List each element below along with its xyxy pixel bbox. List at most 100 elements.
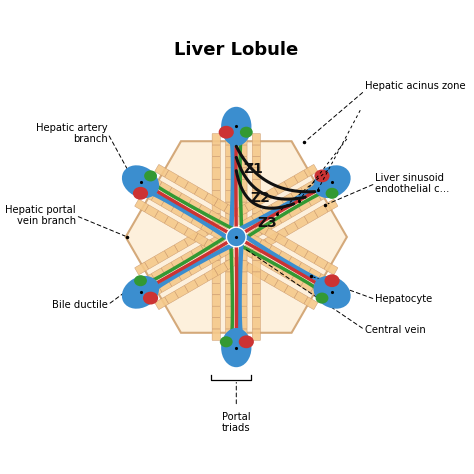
FancyBboxPatch shape	[301, 280, 315, 292]
FancyBboxPatch shape	[226, 202, 234, 213]
FancyBboxPatch shape	[264, 187, 278, 200]
FancyBboxPatch shape	[226, 283, 234, 295]
FancyBboxPatch shape	[224, 204, 237, 217]
FancyBboxPatch shape	[161, 199, 175, 211]
FancyBboxPatch shape	[251, 251, 265, 264]
FancyBboxPatch shape	[252, 156, 260, 168]
FancyBboxPatch shape	[226, 156, 234, 168]
Ellipse shape	[313, 165, 351, 198]
FancyBboxPatch shape	[271, 199, 285, 211]
FancyBboxPatch shape	[252, 283, 260, 295]
Ellipse shape	[316, 292, 328, 304]
FancyBboxPatch shape	[171, 257, 185, 269]
FancyBboxPatch shape	[204, 239, 218, 252]
FancyBboxPatch shape	[174, 239, 188, 252]
FancyBboxPatch shape	[304, 251, 318, 264]
FancyBboxPatch shape	[252, 295, 260, 306]
Text: Z1: Z1	[244, 162, 263, 176]
FancyBboxPatch shape	[304, 297, 318, 310]
Text: Portal
triads: Portal triads	[222, 412, 251, 433]
FancyBboxPatch shape	[141, 188, 155, 200]
FancyBboxPatch shape	[235, 257, 248, 270]
FancyBboxPatch shape	[178, 193, 191, 206]
FancyBboxPatch shape	[194, 274, 208, 287]
FancyBboxPatch shape	[291, 274, 305, 286]
FancyBboxPatch shape	[188, 199, 201, 211]
FancyBboxPatch shape	[181, 210, 195, 223]
FancyBboxPatch shape	[212, 145, 220, 156]
FancyBboxPatch shape	[252, 318, 260, 329]
Ellipse shape	[219, 126, 234, 138]
FancyBboxPatch shape	[226, 145, 234, 156]
FancyBboxPatch shape	[258, 222, 272, 235]
FancyBboxPatch shape	[191, 246, 205, 258]
FancyBboxPatch shape	[242, 216, 255, 228]
Text: Hepatocyte: Hepatocyte	[375, 294, 433, 304]
FancyBboxPatch shape	[174, 176, 188, 188]
FancyBboxPatch shape	[212, 261, 220, 272]
FancyBboxPatch shape	[212, 295, 220, 306]
Ellipse shape	[133, 187, 148, 200]
FancyBboxPatch shape	[265, 234, 278, 246]
FancyBboxPatch shape	[239, 156, 247, 168]
FancyBboxPatch shape	[226, 261, 234, 272]
Text: Hepatic portal
vein branch: Hepatic portal vein branch	[5, 205, 76, 227]
FancyBboxPatch shape	[261, 257, 275, 269]
FancyBboxPatch shape	[271, 263, 285, 275]
FancyBboxPatch shape	[252, 261, 260, 272]
Circle shape	[227, 227, 246, 247]
FancyBboxPatch shape	[265, 228, 278, 240]
FancyBboxPatch shape	[281, 268, 295, 281]
FancyBboxPatch shape	[224, 257, 237, 270]
FancyBboxPatch shape	[275, 228, 288, 240]
FancyBboxPatch shape	[188, 263, 201, 275]
FancyBboxPatch shape	[226, 168, 234, 179]
Ellipse shape	[239, 336, 254, 348]
FancyBboxPatch shape	[212, 249, 220, 261]
FancyBboxPatch shape	[239, 168, 247, 179]
FancyBboxPatch shape	[171, 205, 185, 217]
Ellipse shape	[221, 107, 251, 146]
FancyBboxPatch shape	[242, 246, 255, 258]
FancyBboxPatch shape	[308, 193, 321, 206]
FancyBboxPatch shape	[212, 134, 220, 145]
FancyBboxPatch shape	[161, 263, 175, 275]
FancyBboxPatch shape	[239, 202, 247, 213]
FancyBboxPatch shape	[226, 318, 234, 329]
FancyBboxPatch shape	[151, 268, 165, 281]
FancyBboxPatch shape	[304, 210, 318, 223]
FancyBboxPatch shape	[239, 295, 247, 306]
FancyBboxPatch shape	[239, 329, 247, 340]
FancyBboxPatch shape	[226, 179, 234, 191]
Text: Hepatic acinus zone: Hepatic acinus zone	[365, 81, 465, 91]
Text: Liver Lobule: Liver Lobule	[174, 41, 299, 59]
FancyBboxPatch shape	[194, 228, 208, 240]
FancyBboxPatch shape	[274, 280, 288, 292]
FancyBboxPatch shape	[210, 234, 224, 246]
FancyBboxPatch shape	[135, 199, 148, 212]
FancyBboxPatch shape	[239, 283, 247, 295]
FancyBboxPatch shape	[255, 193, 268, 206]
FancyBboxPatch shape	[191, 216, 205, 228]
FancyBboxPatch shape	[164, 217, 178, 229]
FancyBboxPatch shape	[291, 188, 305, 200]
Text: Z2: Z2	[251, 191, 271, 205]
FancyBboxPatch shape	[239, 272, 247, 283]
FancyBboxPatch shape	[174, 222, 188, 235]
FancyBboxPatch shape	[158, 182, 172, 194]
Text: Liver sinusoid
endothelial c...: Liver sinusoid endothelial c...	[375, 173, 450, 194]
FancyBboxPatch shape	[212, 306, 220, 318]
FancyBboxPatch shape	[212, 213, 220, 225]
Text: Z3: Z3	[258, 216, 277, 230]
FancyBboxPatch shape	[165, 292, 178, 304]
FancyBboxPatch shape	[284, 222, 298, 235]
FancyBboxPatch shape	[245, 263, 258, 275]
FancyBboxPatch shape	[214, 263, 228, 275]
FancyBboxPatch shape	[212, 272, 220, 283]
FancyBboxPatch shape	[212, 168, 220, 179]
Text: Central vein: Central vein	[365, 325, 426, 335]
FancyBboxPatch shape	[184, 182, 198, 194]
FancyBboxPatch shape	[239, 145, 247, 156]
FancyBboxPatch shape	[226, 329, 234, 340]
FancyBboxPatch shape	[239, 213, 247, 225]
